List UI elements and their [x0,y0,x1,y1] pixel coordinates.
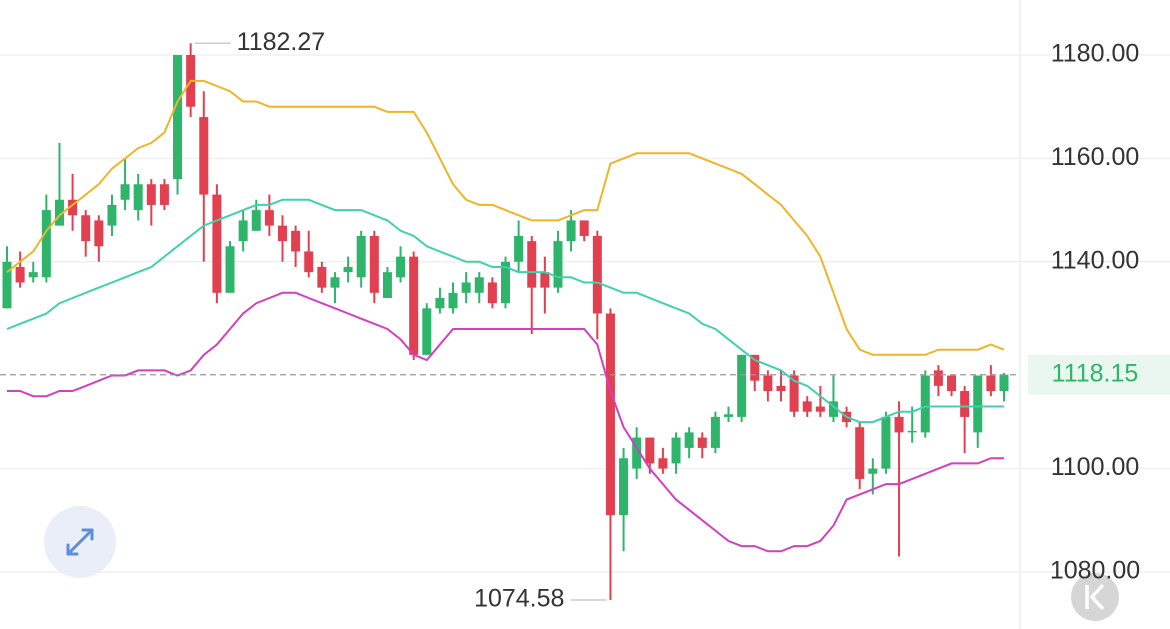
candle-body [81,215,91,242]
candle-body [277,225,287,242]
candle-body [540,272,550,288]
price-tag [1028,354,1170,395]
candle-body [68,199,78,216]
candle-body [999,374,1009,392]
candle-body [435,297,445,309]
band-line [7,291,1004,553]
candle-body [553,241,563,288]
candle-body [474,277,484,293]
candle-body [671,437,681,464]
candle-body [763,375,773,392]
candle-body [396,256,406,278]
candle-body [501,261,510,304]
candle-body [41,210,51,278]
candle-body [737,354,747,417]
candle-body [2,261,12,309]
min-label: 1074.58 [474,585,564,613]
candle-body [724,414,734,417]
candle-body [422,308,432,355]
candle-body [409,256,419,355]
candle-body [632,437,642,469]
band-line [6,198,1004,424]
candle-body [94,220,104,247]
candle-body [382,272,392,298]
candle-body [920,375,930,433]
candle-body [960,391,970,417]
candle-body [15,266,25,283]
y-tick-label: 1140.00 [1051,246,1140,274]
candle-body [107,204,117,226]
candle-body [947,375,957,392]
candle-body [133,184,143,211]
candle-body [448,292,458,309]
candle-body [750,354,760,381]
candle-body [684,432,694,448]
candle-body [225,246,235,293]
candle-body [238,220,248,242]
candle-body [658,458,668,469]
candle-body [802,401,812,412]
candle-body [54,199,64,226]
candle-body [645,437,655,464]
candle-body [894,416,904,433]
candle-body [986,375,996,392]
candle-body [973,375,983,433]
candle-body [487,282,497,304]
candle-body [566,220,576,242]
candle-body [159,184,169,205]
k-button[interactable] [1071,573,1119,621]
candle-body [461,282,471,293]
candle-body [251,210,261,231]
expand-button[interactable] [44,506,116,578]
candle-body [710,416,720,448]
candle-body [317,266,327,288]
candle-body [28,272,38,278]
candles [2,43,1009,600]
candle-body [264,210,274,226]
candle-body [146,184,156,205]
candle-body [514,235,524,262]
candle-body [815,406,825,412]
candle-body [828,401,838,417]
candle-body [579,220,589,236]
candle-body [592,235,602,314]
candle-body [369,235,379,293]
candle-body [356,235,366,278]
candle-body [933,370,943,386]
candle-body [789,375,799,412]
price-label: 1118.15 [1052,359,1139,387]
candle-body [330,277,340,288]
candle-body [527,241,537,288]
candle-body [343,266,353,273]
candle-body [697,437,707,448]
max-label: 1182.27 [237,28,326,56]
band-line [6,79,1005,356]
y-tick-label: 1180.00 [1051,40,1140,68]
y-tick-label: 1100.00 [1051,453,1140,481]
candle-body [291,230,301,252]
candle-body [619,458,629,516]
candle-body [776,385,786,392]
candle-body [304,251,314,273]
y-tick-label: 1160.00 [1051,143,1140,171]
candle-body [120,184,130,200]
candle-body [855,427,865,479]
candle-body [212,194,222,293]
candle-body [907,430,917,433]
candle-body [881,416,891,469]
candle-body [605,313,615,516]
candle-body [868,468,878,474]
y-tick-label: 1080.00 [1050,557,1140,585]
candle-body [173,55,183,180]
candle-body [199,117,209,195]
